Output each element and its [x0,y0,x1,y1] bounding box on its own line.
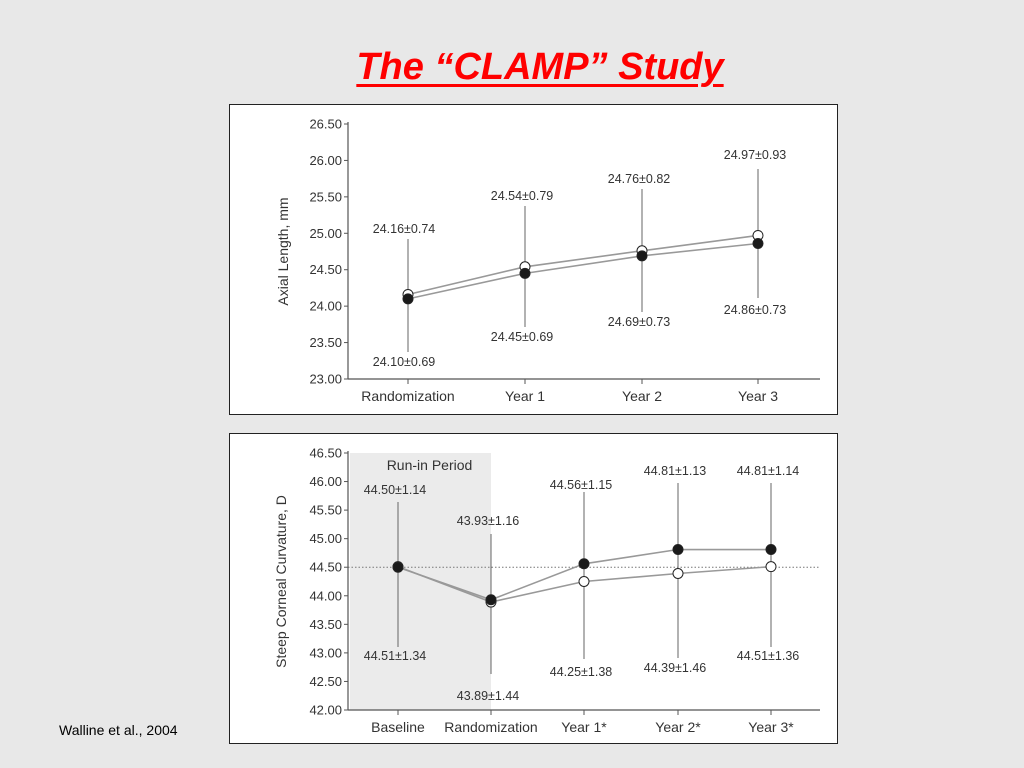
annotation-lower: 44.51±1.34 [364,649,427,663]
x-tick-label: Randomization [361,388,454,404]
y-tick-label: 45.00 [309,531,342,546]
y-tick-label: 44.00 [309,588,342,603]
run-in-label: Run-in Period [387,457,473,473]
y-tick-label: 44.50 [309,560,342,575]
x-tick-label: Year 2* [655,719,701,735]
x-tick-label: Year 3 [738,388,778,404]
x-tick-label: Year 1* [561,719,607,735]
x-tick-label: Year 3* [748,719,794,735]
data-point-filled [402,293,414,305]
slide-title: The “CLAMP” Study [356,46,724,88]
y-axis-label: Steep Corneal Curvature, D [273,495,289,668]
y-tick-label: 23.00 [309,372,342,387]
annotation-upper: 44.81±1.13 [644,464,707,478]
x-tick-label: Year 2 [622,388,662,404]
run-in-shading [350,453,491,710]
annotation-lower: 44.51±1.36 [737,649,800,663]
y-tick-label: 25.50 [309,189,342,204]
annotation-upper: 44.56±1.15 [550,478,613,492]
annotation-upper: 43.93±1.16 [457,514,520,528]
annotation-lower: 43.89±1.44 [457,689,520,703]
citation: Walline et al., 2004 [59,722,178,738]
data-point-filled [752,237,764,249]
annotation-upper: 44.81±1.14 [737,464,800,478]
data-point-open [578,576,590,587]
y-tick-label: 46.50 [309,446,342,461]
y-tick-label: 42.00 [309,703,342,718]
annotation-upper: 44.50±1.14 [364,483,427,497]
data-point-filled [485,594,497,606]
series-line-open [407,234,759,296]
annotation-lower: 24.69±0.73 [608,315,671,329]
annotation-upper: 24.97±0.93 [724,148,787,162]
data-point-filled [392,561,404,573]
annotation-lower: 24.86±0.73 [724,303,787,317]
corneal-curvature-chart: Run-in Period 42.00 42.50 43.00 43.50 44.00 44… [273,446,820,735]
y-tick-label: 24.50 [309,262,342,277]
y-tick-label: 23.50 [309,335,342,350]
x-tick-label: Baseline [371,719,425,735]
axial-length-chart: 23.00 23.50 24.00 24.50 25.00 25.50 26.00 26.50… [275,117,820,404]
y-tick-label: 24.00 [309,299,342,314]
data-point-filled [519,267,531,279]
data-point-filled [578,558,590,570]
corneal-curvature-chart-panel: Run-in Period 42.00 42.50 43.00 43.50 44.00 44… [229,433,838,744]
annotation-lower: 24.10±0.69 [373,355,436,369]
annotation-upper: 24.16±0.74 [373,222,436,236]
x-tick-label: Randomization [444,719,537,735]
annotation-lower: 44.25±1.38 [550,665,613,679]
annotation-lower: 44.39±1.46 [644,661,707,675]
y-tick-label: 43.50 [309,617,342,632]
data-point-filled [636,250,648,262]
annotation-upper: 24.76±0.82 [608,172,671,186]
data-point-filled [672,544,684,556]
y-tick-label: 46.00 [309,474,342,489]
y-tick-label: 25.00 [309,226,342,241]
axial-length-chart-panel: 23.00 23.50 24.00 24.50 25.00 25.50 26.00 26.50… [229,104,838,415]
annotation-lower: 24.45±0.69 [491,330,554,344]
y-tick-label: 26.00 [309,153,342,168]
data-point-filled [765,544,777,556]
annotation-upper: 24.54±0.79 [491,189,554,203]
data-point-open [765,561,777,573]
y-tick-label: 26.50 [309,117,342,132]
y-tick-label: 43.00 [309,645,342,660]
x-tick-label: Year 1 [505,388,545,404]
y-axis-label: Axial Length, mm [275,197,291,305]
data-point-open [672,568,684,580]
series-line-filled [407,242,759,300]
y-tick-label: 45.50 [309,503,342,518]
y-tick-label: 42.50 [309,674,342,689]
